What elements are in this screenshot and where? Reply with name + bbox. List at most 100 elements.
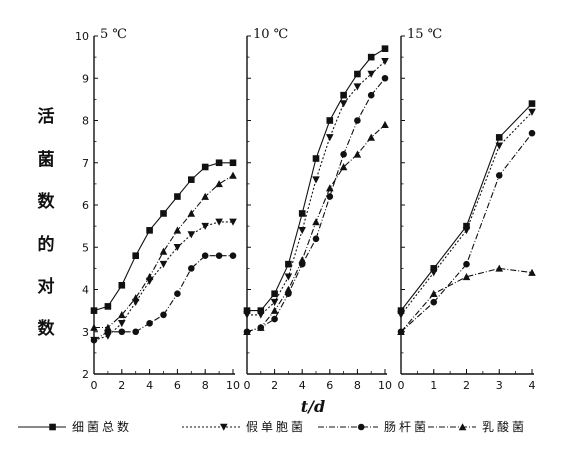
legend: 细菌总数 假单胞菌 肠杆菌 乳酸菌 (18, 419, 527, 434)
data-point (118, 320, 126, 328)
x-tick-label: 10 (378, 379, 392, 392)
y-tick-label: 7 (82, 157, 89, 170)
y-tick-label: 9 (82, 72, 89, 85)
data-point (215, 218, 223, 226)
data-point (367, 53, 375, 61)
data-point (229, 218, 237, 226)
panel-title: 10 ℃ (253, 27, 288, 42)
legend-label: 乳酸菌 (482, 419, 527, 434)
legend-marker (357, 423, 365, 431)
legend-marker (458, 423, 467, 431)
x-tick-label: 0 (244, 379, 251, 392)
data-point (257, 307, 265, 314)
data-point (118, 281, 126, 289)
data-point (257, 311, 265, 319)
y-tick-label: 5 (82, 241, 89, 254)
data-point (462, 227, 471, 235)
panel-3: 0 1 2 3 4 15 ℃ (397, 27, 536, 392)
data-point (397, 327, 405, 336)
data-point (173, 243, 182, 252)
data-point (326, 184, 334, 192)
series-4 (243, 120, 389, 336)
data-point (243, 307, 251, 314)
x-tick-label: 0 (91, 379, 98, 392)
data-point (298, 256, 306, 264)
data-point (312, 155, 320, 162)
data-point (229, 171, 237, 179)
data-point (429, 269, 438, 277)
x-tick-label: 3 (496, 379, 503, 392)
data-point (381, 58, 389, 66)
data-point (463, 222, 470, 230)
y-tick-label: 10 (75, 30, 89, 43)
data-point (188, 265, 195, 272)
panel-2: 0 2 4 6 8 10 10 ℃ (243, 27, 392, 392)
data-point (381, 74, 389, 82)
panel-title: 5 ℃ (100, 27, 127, 42)
series-1 (90, 159, 237, 314)
data-point (215, 252, 223, 259)
data-point (463, 260, 470, 268)
y-tick-label: 4 (82, 284, 89, 297)
x-tick-label: 10 (226, 379, 240, 392)
legend-item: 假单胞菌 (182, 420, 303, 434)
data-point (397, 307, 405, 314)
data-point (271, 290, 278, 298)
data-point (173, 226, 182, 234)
legend-label: 肠杆菌 (384, 420, 429, 434)
data-point (174, 290, 181, 298)
data-point (104, 332, 112, 340)
series-line (246, 77, 386, 333)
data-point (340, 151, 347, 158)
data-point (528, 100, 536, 107)
series-3 (243, 74, 389, 336)
data-point (298, 227, 306, 235)
y-label-char: 对 (38, 276, 55, 297)
data-point (90, 323, 98, 331)
series-4 (90, 171, 237, 331)
x-tick-label: 0 (398, 379, 405, 392)
data-point (367, 70, 375, 78)
panel-title: 15 ℃ (407, 27, 442, 42)
series-4 (397, 264, 536, 336)
legend-marker (219, 423, 228, 431)
data-point (495, 134, 503, 141)
data-point (430, 265, 438, 272)
data-point (354, 117, 361, 124)
data-point (339, 100, 348, 108)
data-point (430, 298, 438, 306)
data-point (188, 176, 195, 183)
data-point (285, 260, 292, 268)
series-2 (243, 58, 389, 319)
data-point (132, 252, 139, 259)
data-point (159, 260, 168, 268)
data-point (160, 311, 167, 319)
data-point (271, 315, 278, 323)
data-point (298, 210, 306, 217)
series-line (93, 255, 233, 341)
data-point (215, 159, 223, 167)
series-line (93, 162, 233, 312)
data-point (146, 227, 153, 234)
x-axis-label: t/d (301, 397, 325, 416)
data-point (284, 273, 293, 281)
data-point (284, 285, 293, 293)
data-point (270, 298, 279, 306)
y-axis-label: 活 菌 数 的 对 数 (38, 106, 56, 339)
data-point (215, 180, 223, 188)
y-label-char: 数 (38, 191, 56, 212)
data-point (339, 163, 348, 171)
data-point (340, 91, 347, 99)
series-1 (397, 100, 536, 314)
y-label-char: 活 (38, 106, 55, 127)
data-point (118, 328, 126, 336)
x-tick-label: 2 (463, 379, 470, 392)
x-tick-label: 2 (271, 379, 278, 392)
y-tick-label: 8 (82, 115, 89, 128)
series-1 (243, 45, 389, 314)
data-point (104, 323, 112, 331)
data-point (326, 117, 334, 124)
legend-label: 细菌总数 (72, 419, 132, 434)
legend-item: 细菌总数 (18, 419, 132, 434)
